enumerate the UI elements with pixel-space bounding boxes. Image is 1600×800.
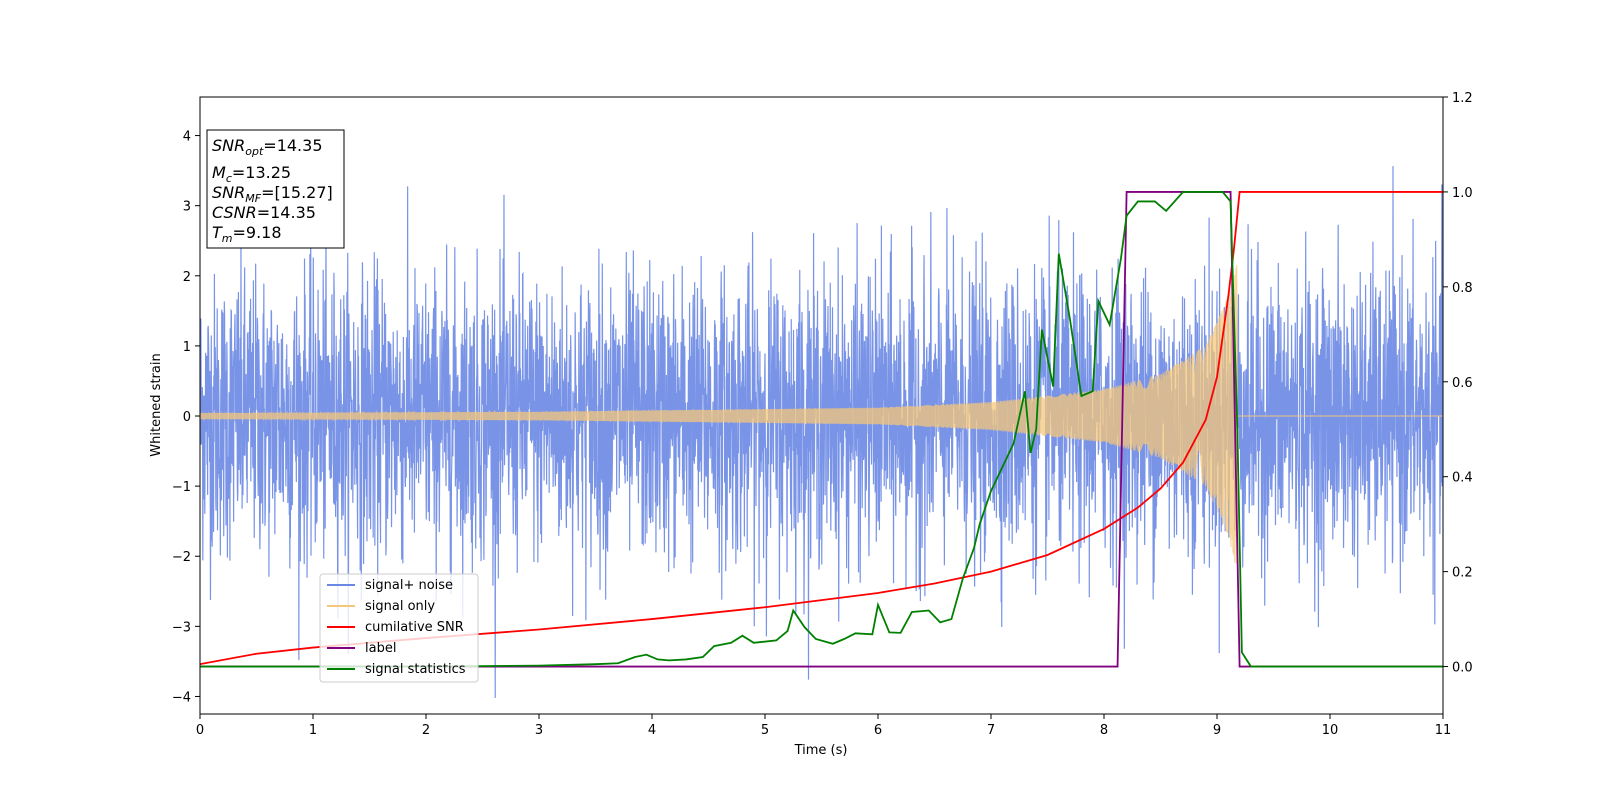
x-tick-label: 0 bbox=[196, 723, 204, 738]
y-axis-label: Whitened strain bbox=[149, 353, 164, 456]
x-tick-label: 2 bbox=[422, 723, 430, 738]
info-box: SNRopt=14.35 Mc=13.25 SNRMF=[15.27] CSNR… bbox=[206, 129, 345, 249]
y-tick-label: −3 bbox=[172, 620, 191, 635]
legend-label-signal-only: signal only bbox=[365, 599, 435, 614]
y-axis-left: −4 −3 −2 −1 0 1 2 3 4 bbox=[172, 130, 200, 705]
y2-tick-label: 0.4 bbox=[1452, 471, 1473, 486]
legend-label-cumulative-snr: cumilative SNR bbox=[365, 620, 464, 635]
x-tick-label: 9 bbox=[1213, 723, 1221, 738]
y2-tick-label: 1.0 bbox=[1452, 186, 1473, 201]
x-tick-label: 6 bbox=[874, 723, 882, 738]
info-line-mc: Mc=13.25 bbox=[212, 163, 291, 185]
info-line-tm: Tm=9.18 bbox=[212, 223, 282, 245]
y2-tick-label: 0.0 bbox=[1452, 661, 1473, 676]
y-tick-label: −2 bbox=[172, 550, 191, 565]
y-tick-label: 1 bbox=[183, 340, 191, 355]
info-box-frame bbox=[206, 129, 345, 249]
x-tick-label: 7 bbox=[987, 723, 995, 738]
info-line-csnr: CSNR=14.35 bbox=[212, 203, 316, 222]
y-tick-label: −1 bbox=[172, 480, 191, 495]
x-tick-label: 5 bbox=[761, 723, 769, 738]
x-tick-label: 4 bbox=[648, 723, 656, 738]
info-line-snr-opt: SNRopt=14.35 bbox=[212, 136, 323, 158]
legend-label-signal-statistics: signal statistics bbox=[365, 662, 466, 677]
x-axis: 0 1 2 3 4 5 6 7 8 9 10 11 bbox=[196, 714, 1451, 738]
y2-tick-label: 0.8 bbox=[1452, 281, 1473, 296]
legend-label-signal-noise: signal+ noise bbox=[365, 578, 453, 593]
info-line-snr-mf: SNRMF=[15.27] bbox=[212, 183, 333, 205]
y-tick-label: 3 bbox=[183, 200, 191, 215]
y-tick-label: 2 bbox=[183, 270, 191, 285]
y-tick-label: 4 bbox=[183, 130, 191, 145]
y-tick-label: 0 bbox=[183, 410, 191, 425]
x-tick-label: 1 bbox=[309, 723, 317, 738]
legend-frame bbox=[319, 573, 479, 683]
y2-tick-label: 0.2 bbox=[1452, 566, 1473, 581]
series-signal-only bbox=[200, 265, 1443, 564]
x-tick-label: 10 bbox=[1322, 723, 1339, 738]
legend-label-label: label bbox=[365, 641, 396, 656]
y-tick-label: −4 bbox=[172, 690, 191, 705]
x-tick-label: 11 bbox=[1435, 723, 1452, 738]
y2-tick-label: 0.6 bbox=[1452, 376, 1473, 391]
axes-frame bbox=[199, 96, 1444, 715]
y2-tick-label: 1.2 bbox=[1452, 91, 1473, 106]
series-signal-statistics bbox=[200, 191, 1443, 668]
x-tick-label: 8 bbox=[1100, 723, 1108, 738]
y-axis-right: 0.0 0.2 0.4 0.6 0.8 1.0 1.2 bbox=[1443, 91, 1473, 676]
x-tick-label: 3 bbox=[535, 723, 543, 738]
x-axis-label: Time (s) bbox=[794, 743, 848, 758]
legend: signal+ noise signal only cumilative SNR… bbox=[319, 573, 479, 683]
